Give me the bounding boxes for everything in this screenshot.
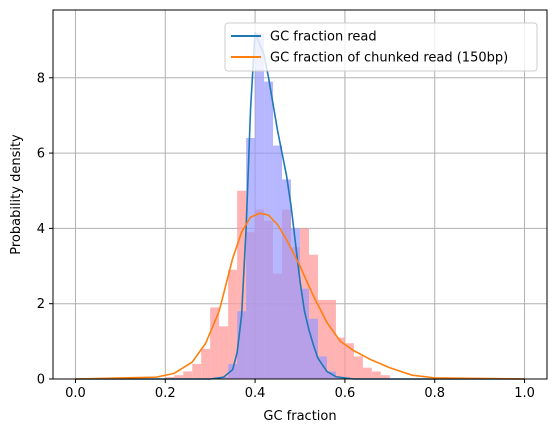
x-tick-label-1: 0.2 xyxy=(155,386,176,401)
legend-label-gc-fraction-read: GC fraction read xyxy=(270,30,377,45)
hist-0-bar-4 xyxy=(201,349,210,379)
y-axis-label: Probability density xyxy=(9,134,24,255)
histograms xyxy=(165,33,390,379)
hist-0-bar-3 xyxy=(192,364,201,379)
y-tick-label-0: 0 xyxy=(37,373,45,388)
x-axis-label: GC fraction xyxy=(263,409,336,424)
x-tick-label-5: 1.0 xyxy=(514,386,535,401)
hist-1-bar-4 xyxy=(255,33,264,379)
hist-1-bar-10 xyxy=(309,319,318,379)
x-tick-label-4: 0.8 xyxy=(424,386,445,401)
hist-0-bar-23 xyxy=(372,371,381,379)
hist-0-bar-6 xyxy=(219,326,228,379)
y-tick-label-3: 6 xyxy=(37,147,45,162)
hist-1-bar-7 xyxy=(282,179,291,379)
legend: GC fraction read GC fraction of chunked … xyxy=(225,23,537,71)
y-tick-label-4: 8 xyxy=(37,71,45,86)
x-tick-label-0: 0.0 xyxy=(65,386,86,401)
hist-0-bar-21 xyxy=(354,356,363,379)
x-tick-label-3: 0.6 xyxy=(335,386,356,401)
hist-1-bar-5 xyxy=(264,82,273,379)
hist-0-bar-2 xyxy=(183,371,192,379)
hist-0-bar-5 xyxy=(210,307,219,379)
x-tick-label-2: 0.4 xyxy=(245,386,266,401)
hist-1-bar-6 xyxy=(273,146,282,379)
y-tick-label-1: 2 xyxy=(37,297,45,312)
legend-label-gc-fraction-chunked: GC fraction of chunked read (150bp) xyxy=(270,51,508,66)
y-tick-label-2: 4 xyxy=(37,222,45,237)
hist-0-bar-22 xyxy=(363,368,372,379)
hist-0-bar-7 xyxy=(228,270,237,379)
hist-0-bar-18 xyxy=(327,300,336,379)
hist-1-bar-9 xyxy=(300,289,309,379)
